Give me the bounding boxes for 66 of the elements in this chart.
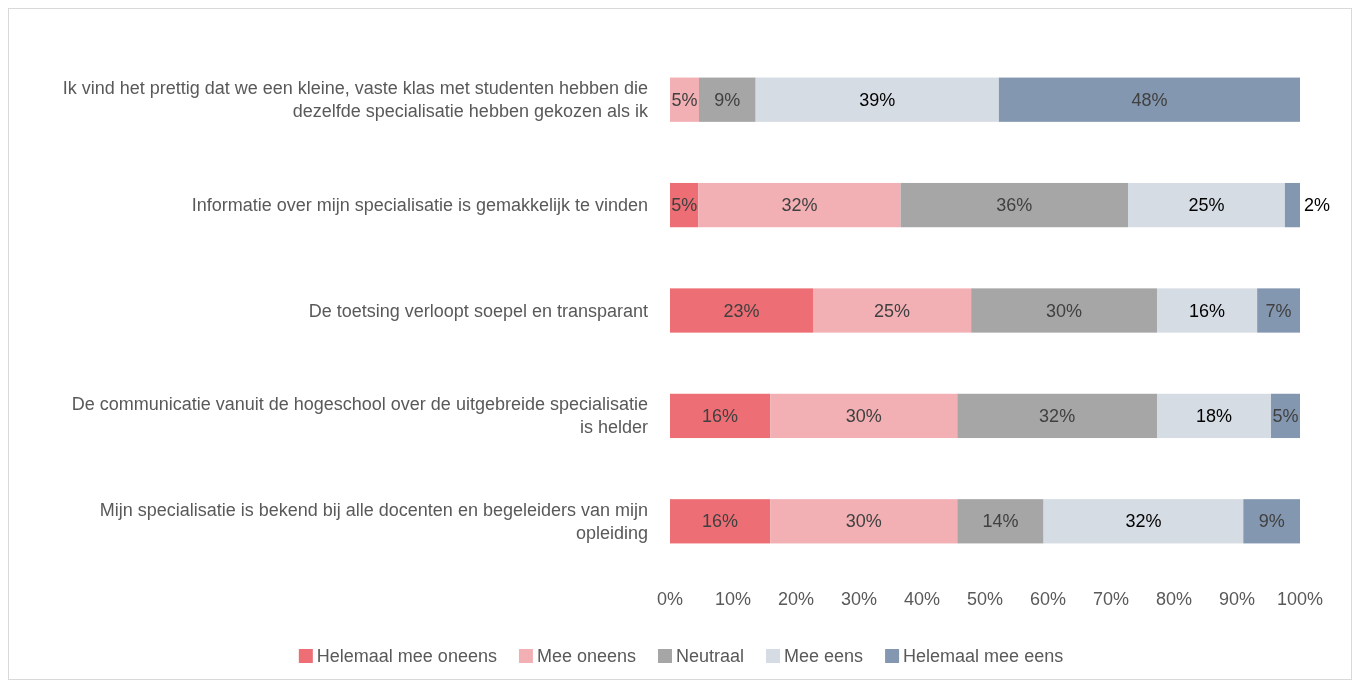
legend-label: Mee oneens xyxy=(536,646,637,666)
bar xyxy=(770,499,958,544)
data-label: 48% xyxy=(1131,89,1168,110)
bar xyxy=(698,77,756,122)
x-tick-label: 20% xyxy=(777,589,815,609)
x-tick-label: 10% xyxy=(714,589,752,609)
bar xyxy=(971,288,1157,333)
bar xyxy=(670,499,771,544)
data-label: 7% xyxy=(1265,300,1292,321)
data-label: 30% xyxy=(845,405,882,426)
x-tick-label: 80% xyxy=(1155,589,1193,609)
x-tick-label: 60% xyxy=(1029,589,1067,609)
data-label: 23% xyxy=(723,300,760,321)
bar xyxy=(1043,499,1244,544)
data-label: 16% xyxy=(702,511,739,532)
data-label: 30% xyxy=(1046,300,1083,321)
y-tick-label: De toetsing verloopt soepel en transparant xyxy=(308,300,648,321)
data-label: 2% xyxy=(1304,195,1331,216)
data-label: 5% xyxy=(671,195,698,216)
x-tick-label: 0% xyxy=(656,589,684,609)
data-label: 25% xyxy=(874,300,911,321)
data-label: 32% xyxy=(781,195,818,216)
y-tick-label: Ik vind het prettig dat we een kleine, vaste klas met studenten hebben die dezelfde specialisatie hebben gekozen als ik xyxy=(62,78,649,122)
legend-label: Helemaal mee oneens xyxy=(316,646,497,666)
y-tick-label: De communicatie vanuit de hogeschool over de uitgebreide specialisatie is helder xyxy=(71,394,648,438)
legend-label: Mee eens xyxy=(784,646,864,666)
data-label: 36% xyxy=(996,195,1033,216)
x-tick-label: 100% xyxy=(1276,589,1324,609)
bar xyxy=(998,77,1300,122)
x-tick-label: 30% xyxy=(840,589,878,609)
bar xyxy=(957,393,1157,439)
data-label: 16% xyxy=(702,405,739,426)
bar xyxy=(1156,393,1272,439)
y-tick-label: Informatie over mijn specialisatie is gemakkelijk te vinden xyxy=(191,195,648,216)
bar xyxy=(813,288,972,333)
bar xyxy=(900,182,1129,228)
data-label: 32% xyxy=(1039,405,1076,426)
x-tick-label: 40% xyxy=(903,589,941,609)
data-label: 5% xyxy=(1272,405,1299,426)
bar xyxy=(957,499,1044,544)
data-label: 9% xyxy=(714,89,741,110)
bar xyxy=(1128,182,1285,228)
bar xyxy=(698,182,901,228)
y-tick-label: Mijn specialisatie is bekend bij alle docenten en begeleiders van mijn opleiding xyxy=(99,499,648,543)
bar xyxy=(1257,288,1300,333)
data-label: 5% xyxy=(671,89,698,110)
data-label: 39% xyxy=(859,89,896,110)
data-label: 30% xyxy=(845,511,882,532)
bar xyxy=(1284,182,1300,228)
legend-label: Helemaal mee eens xyxy=(903,646,1064,666)
bar xyxy=(670,393,771,439)
bar xyxy=(670,288,814,333)
bar xyxy=(770,393,958,439)
x-tick-label: 70% xyxy=(1092,589,1130,609)
data-label: 32% xyxy=(1125,511,1162,532)
data-label: 9% xyxy=(1258,511,1285,532)
x-tick-label: 50% xyxy=(966,589,1004,609)
data-label: 14% xyxy=(982,511,1019,532)
data-label: 16% xyxy=(1189,300,1226,321)
bar xyxy=(1156,288,1258,333)
x-tick-label: 90% xyxy=(1218,589,1256,609)
bar xyxy=(1243,499,1300,544)
bar xyxy=(755,77,999,122)
legend-label: Neutraal xyxy=(676,646,745,666)
data-label: 25% xyxy=(1188,195,1225,216)
data-label: 18% xyxy=(1195,405,1233,426)
